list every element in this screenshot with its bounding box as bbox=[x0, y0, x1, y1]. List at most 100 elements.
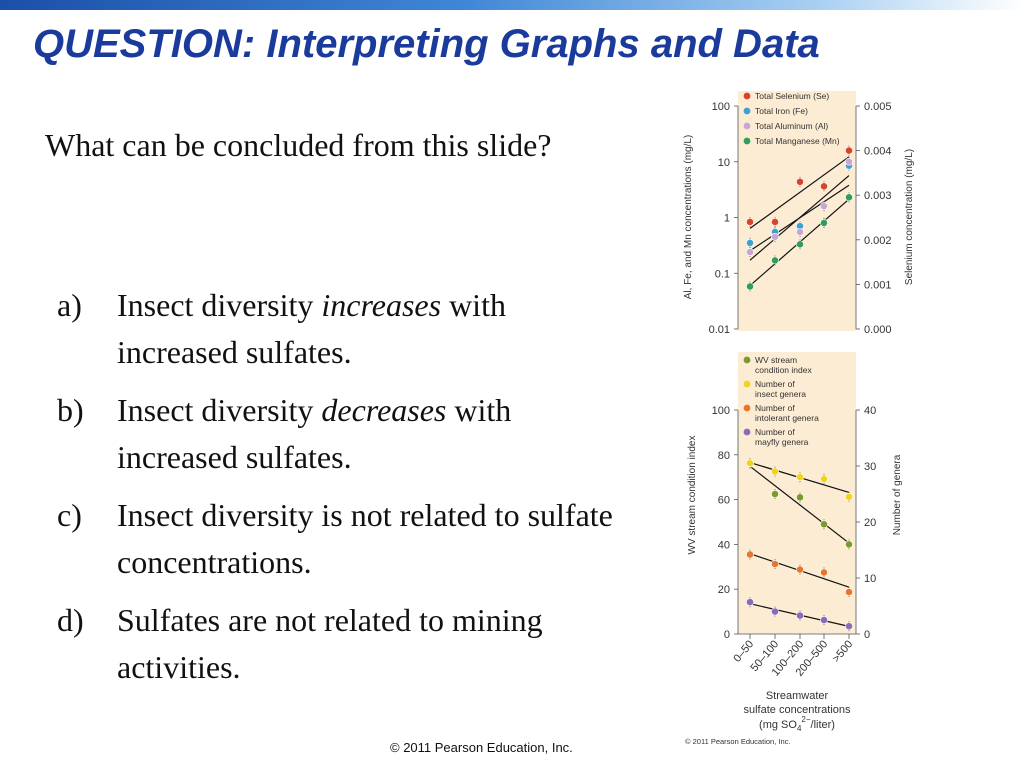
right-tick-label: 0.000 bbox=[864, 324, 892, 336]
x-axis-title-subscript: 4 bbox=[797, 724, 802, 733]
option-d[interactable]: d) Sulfates are not related to mining ac… bbox=[57, 597, 657, 691]
legend-label: Total Selenium (Se) bbox=[755, 91, 829, 101]
x-axis-title-superscript: 2− bbox=[801, 715, 810, 724]
data-point bbox=[845, 193, 853, 202]
legend-label: Number of mayfly genera bbox=[755, 427, 809, 447]
data-point bbox=[771, 218, 779, 226]
right-tick-label: 10 bbox=[864, 573, 876, 585]
data-point bbox=[796, 228, 804, 236]
data-point bbox=[746, 248, 754, 256]
option-text-start: Insect diversity bbox=[117, 287, 322, 323]
top-panel-legend: Total Selenium (Se) Total Iron (Fe) Total … bbox=[743, 91, 840, 146]
legend-label-line: intolerant genera bbox=[755, 413, 819, 423]
data-point bbox=[746, 218, 754, 226]
option-emphasis: decreases bbox=[321, 392, 447, 428]
left-tick-label: 80 bbox=[718, 450, 730, 462]
legend-swatch bbox=[743, 92, 751, 100]
top-accent-bar bbox=[0, 0, 1024, 10]
legend-swatch bbox=[743, 356, 751, 364]
data-point bbox=[771, 256, 779, 265]
right-tick-label: 0.003 bbox=[864, 190, 892, 202]
data-point bbox=[820, 520, 828, 529]
legend-swatch bbox=[743, 380, 751, 388]
bottom-panel-legend: WV stream condition index Number of insect … bbox=[743, 355, 819, 447]
data-point bbox=[746, 239, 754, 247]
left-tick-label: 0.01 bbox=[709, 324, 730, 336]
bottom-panel-background bbox=[738, 352, 856, 634]
left-tick-label: 10 bbox=[718, 157, 730, 169]
right-tick-label: 20 bbox=[864, 517, 876, 529]
data-point bbox=[771, 232, 779, 241]
right-tick-label: 30 bbox=[864, 461, 876, 473]
legend-label: WV stream condition index bbox=[755, 355, 812, 375]
data-point bbox=[746, 550, 754, 559]
option-letter: d) bbox=[57, 602, 84, 638]
left-tick-label: 1 bbox=[724, 213, 730, 225]
right-tick-label: 0.001 bbox=[864, 279, 892, 291]
data-point bbox=[820, 568, 828, 577]
top-panel-axes: 100 10 1 0.1 0.01 0.005 0.004 0.003 0.002 0.001 0.… bbox=[683, 101, 915, 336]
right-tick-label: 0.005 bbox=[864, 101, 892, 113]
option-letter: b) bbox=[57, 392, 84, 428]
option-text: Insect diversity is not related to sulfa… bbox=[117, 497, 613, 580]
data-point bbox=[820, 202, 828, 211]
right-axis-title: Number of genera bbox=[892, 454, 903, 535]
left-tick-label: 40 bbox=[718, 539, 730, 551]
right-axis-title: Selenium concentration (mg/L) bbox=[904, 149, 915, 285]
left-tick-label: 60 bbox=[718, 495, 730, 507]
option-b[interactable]: b) Insect diversity decreases with incre… bbox=[57, 387, 657, 481]
option-c[interactable]: c) Insect diversity is not related to su… bbox=[57, 492, 657, 586]
legend-label-line: mayfly genera bbox=[755, 437, 809, 447]
data-point bbox=[771, 467, 779, 476]
left-tick-label: 0.1 bbox=[715, 268, 730, 280]
data-point bbox=[796, 565, 804, 574]
x-tick-label: >500 bbox=[830, 638, 855, 665]
right-tick-label: 40 bbox=[864, 405, 876, 417]
legend-label: Total Iron (Fe) bbox=[755, 106, 808, 116]
legend-label: Total Manganese (Mn) bbox=[755, 136, 840, 146]
data-point bbox=[820, 219, 828, 227]
bottom-panel-marks bbox=[746, 458, 853, 632]
data-point bbox=[746, 598, 754, 606]
left-axis-title: Al, Fe, and Mn concentrations (mg/L) bbox=[683, 135, 694, 300]
right-tick-label: 0.002 bbox=[864, 235, 892, 247]
data-point bbox=[820, 182, 828, 191]
data-point bbox=[771, 607, 779, 616]
data-point bbox=[820, 616, 828, 624]
legend-label-line: Number of bbox=[755, 379, 795, 389]
data-point bbox=[796, 240, 804, 249]
data-point bbox=[845, 622, 853, 631]
sulfate-figure: 1001010.10.010.0050.0040.0030.0020.0010.… bbox=[683, 91, 915, 746]
option-a[interactable]: a) Insect diversity increases with incre… bbox=[57, 282, 657, 376]
option-text-end: with increased sulfates. bbox=[117, 287, 506, 370]
legend-label: Number of insect genera bbox=[755, 379, 806, 399]
left-tick-label: 20 bbox=[718, 584, 730, 596]
x-axis-title-line-2: sulfate concentrations bbox=[743, 704, 851, 716]
legend-swatch bbox=[743, 404, 751, 412]
option-letter: c) bbox=[57, 497, 82, 533]
data-point bbox=[845, 492, 853, 501]
legend-swatch bbox=[743, 137, 751, 145]
top-panel-marks bbox=[746, 145, 853, 292]
option-emphasis: increases bbox=[321, 287, 442, 323]
data-point bbox=[820, 474, 828, 483]
x-axis-title-end: /liter) bbox=[811, 719, 835, 731]
option-letter: a) bbox=[57, 287, 82, 323]
right-tick-label: 0.004 bbox=[864, 146, 892, 158]
left-tick-label: 100 bbox=[712, 101, 730, 113]
right-tick-label: 0 bbox=[864, 629, 870, 641]
data-point bbox=[796, 611, 804, 620]
legend-label-line: insect genera bbox=[755, 389, 806, 399]
trend-line bbox=[749, 175, 850, 261]
trend-line bbox=[749, 156, 850, 229]
data-point bbox=[746, 459, 754, 468]
data-point bbox=[796, 177, 804, 186]
option-text-end: with increased sulfates. bbox=[117, 392, 512, 475]
left-tick-label: 0 bbox=[724, 629, 730, 641]
option-text-start: Insect diversity bbox=[117, 392, 322, 428]
legend-label: Total Aluminum (Al) bbox=[755, 121, 828, 131]
data-point bbox=[746, 282, 754, 291]
option-text: Insect diversity increases with increase… bbox=[117, 282, 617, 376]
question-text: What can be concluded from this slide? bbox=[45, 127, 552, 163]
slide-title: QUESTION: Interpreting Graphs and Data bbox=[33, 22, 820, 66]
